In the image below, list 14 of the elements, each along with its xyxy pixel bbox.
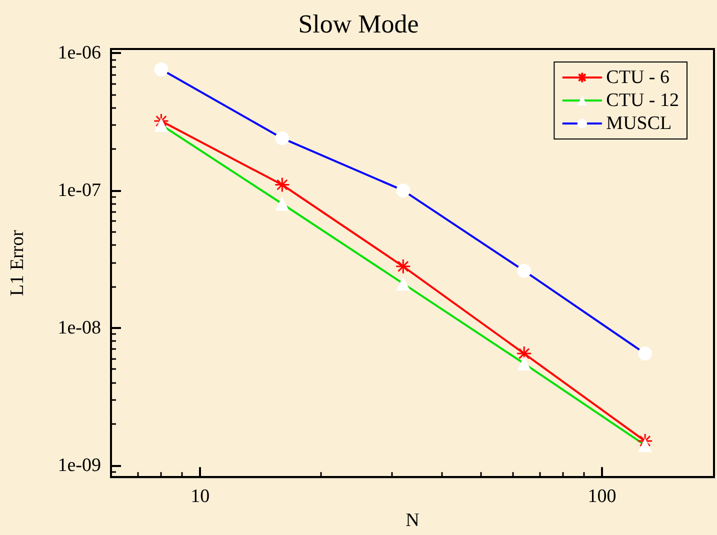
y-tick-label: 1e-09 bbox=[58, 454, 101, 476]
y-tick-label: 1e-06 bbox=[58, 42, 101, 64]
point bbox=[274, 177, 290, 193]
y-tick-label: 1e-08 bbox=[58, 317, 101, 338]
x-tick-label: 10 bbox=[190, 486, 210, 508]
x-axis-title: N bbox=[406, 510, 420, 531]
x-tick-label: 100 bbox=[588, 486, 616, 508]
point bbox=[395, 258, 411, 274]
y-axis-title: L1 Error bbox=[7, 229, 28, 296]
legend-label: CTU - 6 bbox=[606, 67, 670, 88]
legend-label: MUSCL bbox=[606, 113, 672, 134]
chart-title: Slow Mode bbox=[298, 10, 419, 38]
y-tick-label: 1e-07 bbox=[58, 180, 101, 201]
legend-label: CTU - 12 bbox=[606, 90, 679, 111]
